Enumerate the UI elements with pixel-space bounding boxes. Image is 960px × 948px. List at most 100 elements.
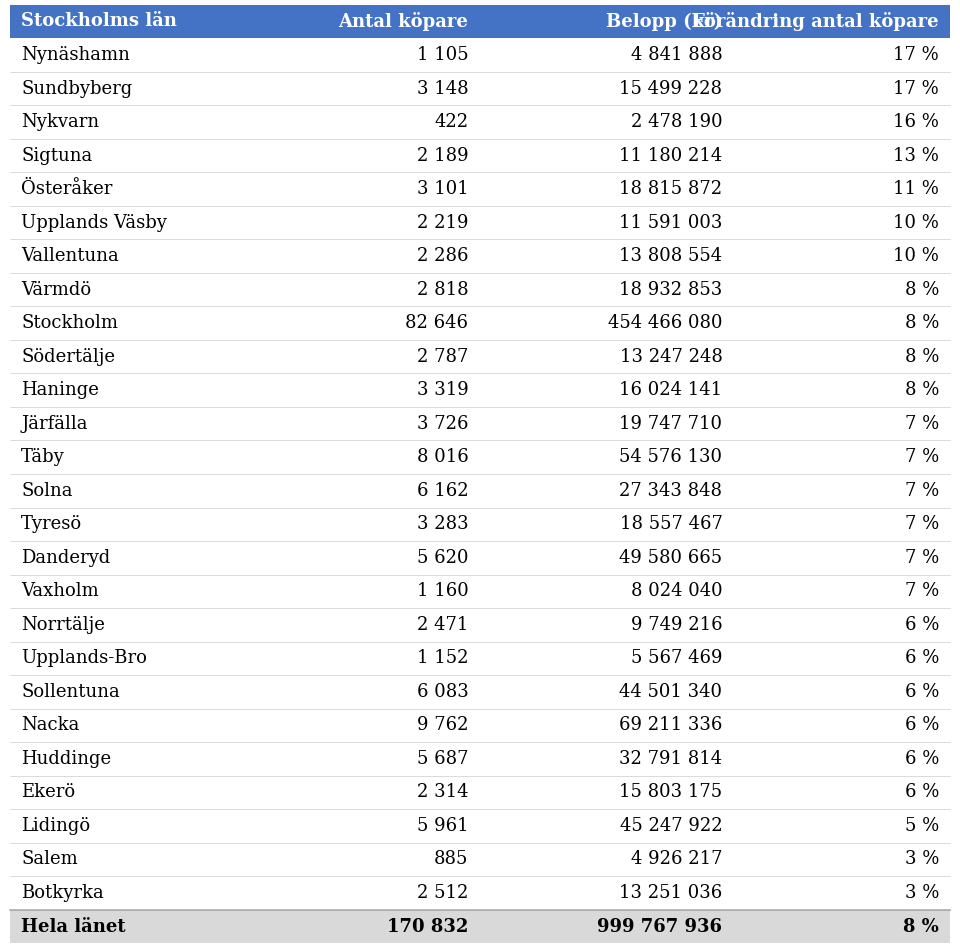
Text: Förändring antal köpare: Förändring antal köpare xyxy=(692,12,939,31)
Bar xyxy=(10,306,950,340)
Text: Sundbyberg: Sundbyberg xyxy=(21,80,132,98)
Text: 2 286: 2 286 xyxy=(417,247,468,265)
Text: 17 %: 17 % xyxy=(893,46,939,64)
Text: 5 620: 5 620 xyxy=(417,549,468,567)
Bar xyxy=(10,810,950,843)
Text: 11 %: 11 % xyxy=(893,180,939,198)
Text: 2 471: 2 471 xyxy=(417,616,468,634)
Text: Nykvarn: Nykvarn xyxy=(21,113,99,131)
Text: 2 512: 2 512 xyxy=(417,884,468,902)
Text: 44 501 340: 44 501 340 xyxy=(619,683,723,701)
Bar xyxy=(10,38,950,72)
Text: 7 %: 7 % xyxy=(904,582,939,600)
Text: Nacka: Nacka xyxy=(21,717,80,735)
Text: 6 %: 6 % xyxy=(904,717,939,735)
Text: 17 %: 17 % xyxy=(893,80,939,98)
Text: 2 219: 2 219 xyxy=(417,213,468,231)
Bar xyxy=(10,340,950,374)
Text: Stockholms län: Stockholms län xyxy=(21,12,177,30)
Text: 5 %: 5 % xyxy=(904,817,939,835)
Bar xyxy=(10,374,950,407)
Text: 2 314: 2 314 xyxy=(417,783,468,801)
Text: 16 024 141: 16 024 141 xyxy=(619,381,723,399)
Text: 10 %: 10 % xyxy=(893,213,939,231)
Text: Antal köpare: Antal köpare xyxy=(339,12,468,31)
Text: 27 343 848: 27 343 848 xyxy=(619,482,723,500)
Bar xyxy=(10,239,950,273)
Text: 49 580 665: 49 580 665 xyxy=(619,549,723,567)
Text: 11 180 214: 11 180 214 xyxy=(619,147,723,165)
Bar xyxy=(10,206,950,240)
Text: Värmdö: Värmdö xyxy=(21,281,91,299)
Text: 1 105: 1 105 xyxy=(417,46,468,64)
Bar xyxy=(10,273,950,306)
Text: Botkyrka: Botkyrka xyxy=(21,884,104,902)
Text: 6 %: 6 % xyxy=(904,649,939,667)
Bar xyxy=(10,105,950,138)
Text: 4 926 217: 4 926 217 xyxy=(631,850,723,868)
Text: 1 152: 1 152 xyxy=(417,649,468,667)
Text: 422: 422 xyxy=(434,113,468,131)
Text: 170 832: 170 832 xyxy=(387,918,468,936)
Text: Danderyd: Danderyd xyxy=(21,549,110,567)
Text: Salem: Salem xyxy=(21,850,78,868)
Text: 6 %: 6 % xyxy=(904,750,939,768)
Text: 2 478 190: 2 478 190 xyxy=(631,113,723,131)
Text: Vaxholm: Vaxholm xyxy=(21,582,99,600)
Text: 45 247 922: 45 247 922 xyxy=(620,817,723,835)
Text: 3 319: 3 319 xyxy=(417,381,468,399)
Text: 3 101: 3 101 xyxy=(417,180,468,198)
Text: 5 687: 5 687 xyxy=(417,750,468,768)
Text: 19 747 710: 19 747 710 xyxy=(619,414,723,432)
Text: Lidingö: Lidingö xyxy=(21,817,90,835)
Text: 3 %: 3 % xyxy=(904,884,939,902)
Bar xyxy=(10,441,950,474)
Bar xyxy=(10,173,950,206)
Text: Hela länet: Hela länet xyxy=(21,918,126,936)
Bar xyxy=(10,876,950,910)
Text: 1 160: 1 160 xyxy=(417,582,468,600)
Text: 6 %: 6 % xyxy=(904,783,939,801)
Text: 7 %: 7 % xyxy=(904,482,939,500)
Text: 3 %: 3 % xyxy=(904,850,939,868)
Text: 9 762: 9 762 xyxy=(417,717,468,735)
Bar xyxy=(10,72,950,105)
Text: 13 808 554: 13 808 554 xyxy=(619,247,723,265)
Text: 82 646: 82 646 xyxy=(405,314,468,332)
Text: 7 %: 7 % xyxy=(904,516,939,534)
Text: 16 %: 16 % xyxy=(893,113,939,131)
Text: Sollentuna: Sollentuna xyxy=(21,683,120,701)
Bar xyxy=(10,843,950,876)
Text: 13 251 036: 13 251 036 xyxy=(619,884,723,902)
Text: 3 148: 3 148 xyxy=(417,80,468,98)
Text: 54 576 130: 54 576 130 xyxy=(619,448,723,466)
Text: 18 557 467: 18 557 467 xyxy=(619,516,723,534)
Text: 7 %: 7 % xyxy=(904,448,939,466)
Text: 69 211 336: 69 211 336 xyxy=(619,717,723,735)
Text: Upplands-Bro: Upplands-Bro xyxy=(21,649,147,667)
Text: 2 787: 2 787 xyxy=(417,348,468,366)
Bar xyxy=(10,5,950,38)
Text: 5 961: 5 961 xyxy=(417,817,468,835)
Text: 15 499 228: 15 499 228 xyxy=(619,80,723,98)
Bar xyxy=(10,910,950,943)
Text: Stockholm: Stockholm xyxy=(21,314,118,332)
Text: 6 %: 6 % xyxy=(904,683,939,701)
Text: 8 %: 8 % xyxy=(903,918,939,936)
Text: 7 %: 7 % xyxy=(904,414,939,432)
Text: 11 591 003: 11 591 003 xyxy=(619,213,723,231)
Bar xyxy=(10,541,950,574)
Bar xyxy=(10,474,950,507)
Text: 13 %: 13 % xyxy=(893,147,939,165)
Text: Norrtälje: Norrtälje xyxy=(21,616,105,634)
Text: Tyresö: Tyresö xyxy=(21,516,83,534)
Text: 8 %: 8 % xyxy=(904,314,939,332)
Text: 885: 885 xyxy=(434,850,468,868)
Text: Järfälla: Järfälla xyxy=(21,414,87,432)
Text: Österåker: Österåker xyxy=(21,180,112,198)
Text: Ekerö: Ekerö xyxy=(21,783,75,801)
Text: 6 083: 6 083 xyxy=(417,683,468,701)
Text: 4 841 888: 4 841 888 xyxy=(631,46,723,64)
Text: Sigtuna: Sigtuna xyxy=(21,147,92,165)
Text: Södertälje: Södertälje xyxy=(21,348,115,366)
